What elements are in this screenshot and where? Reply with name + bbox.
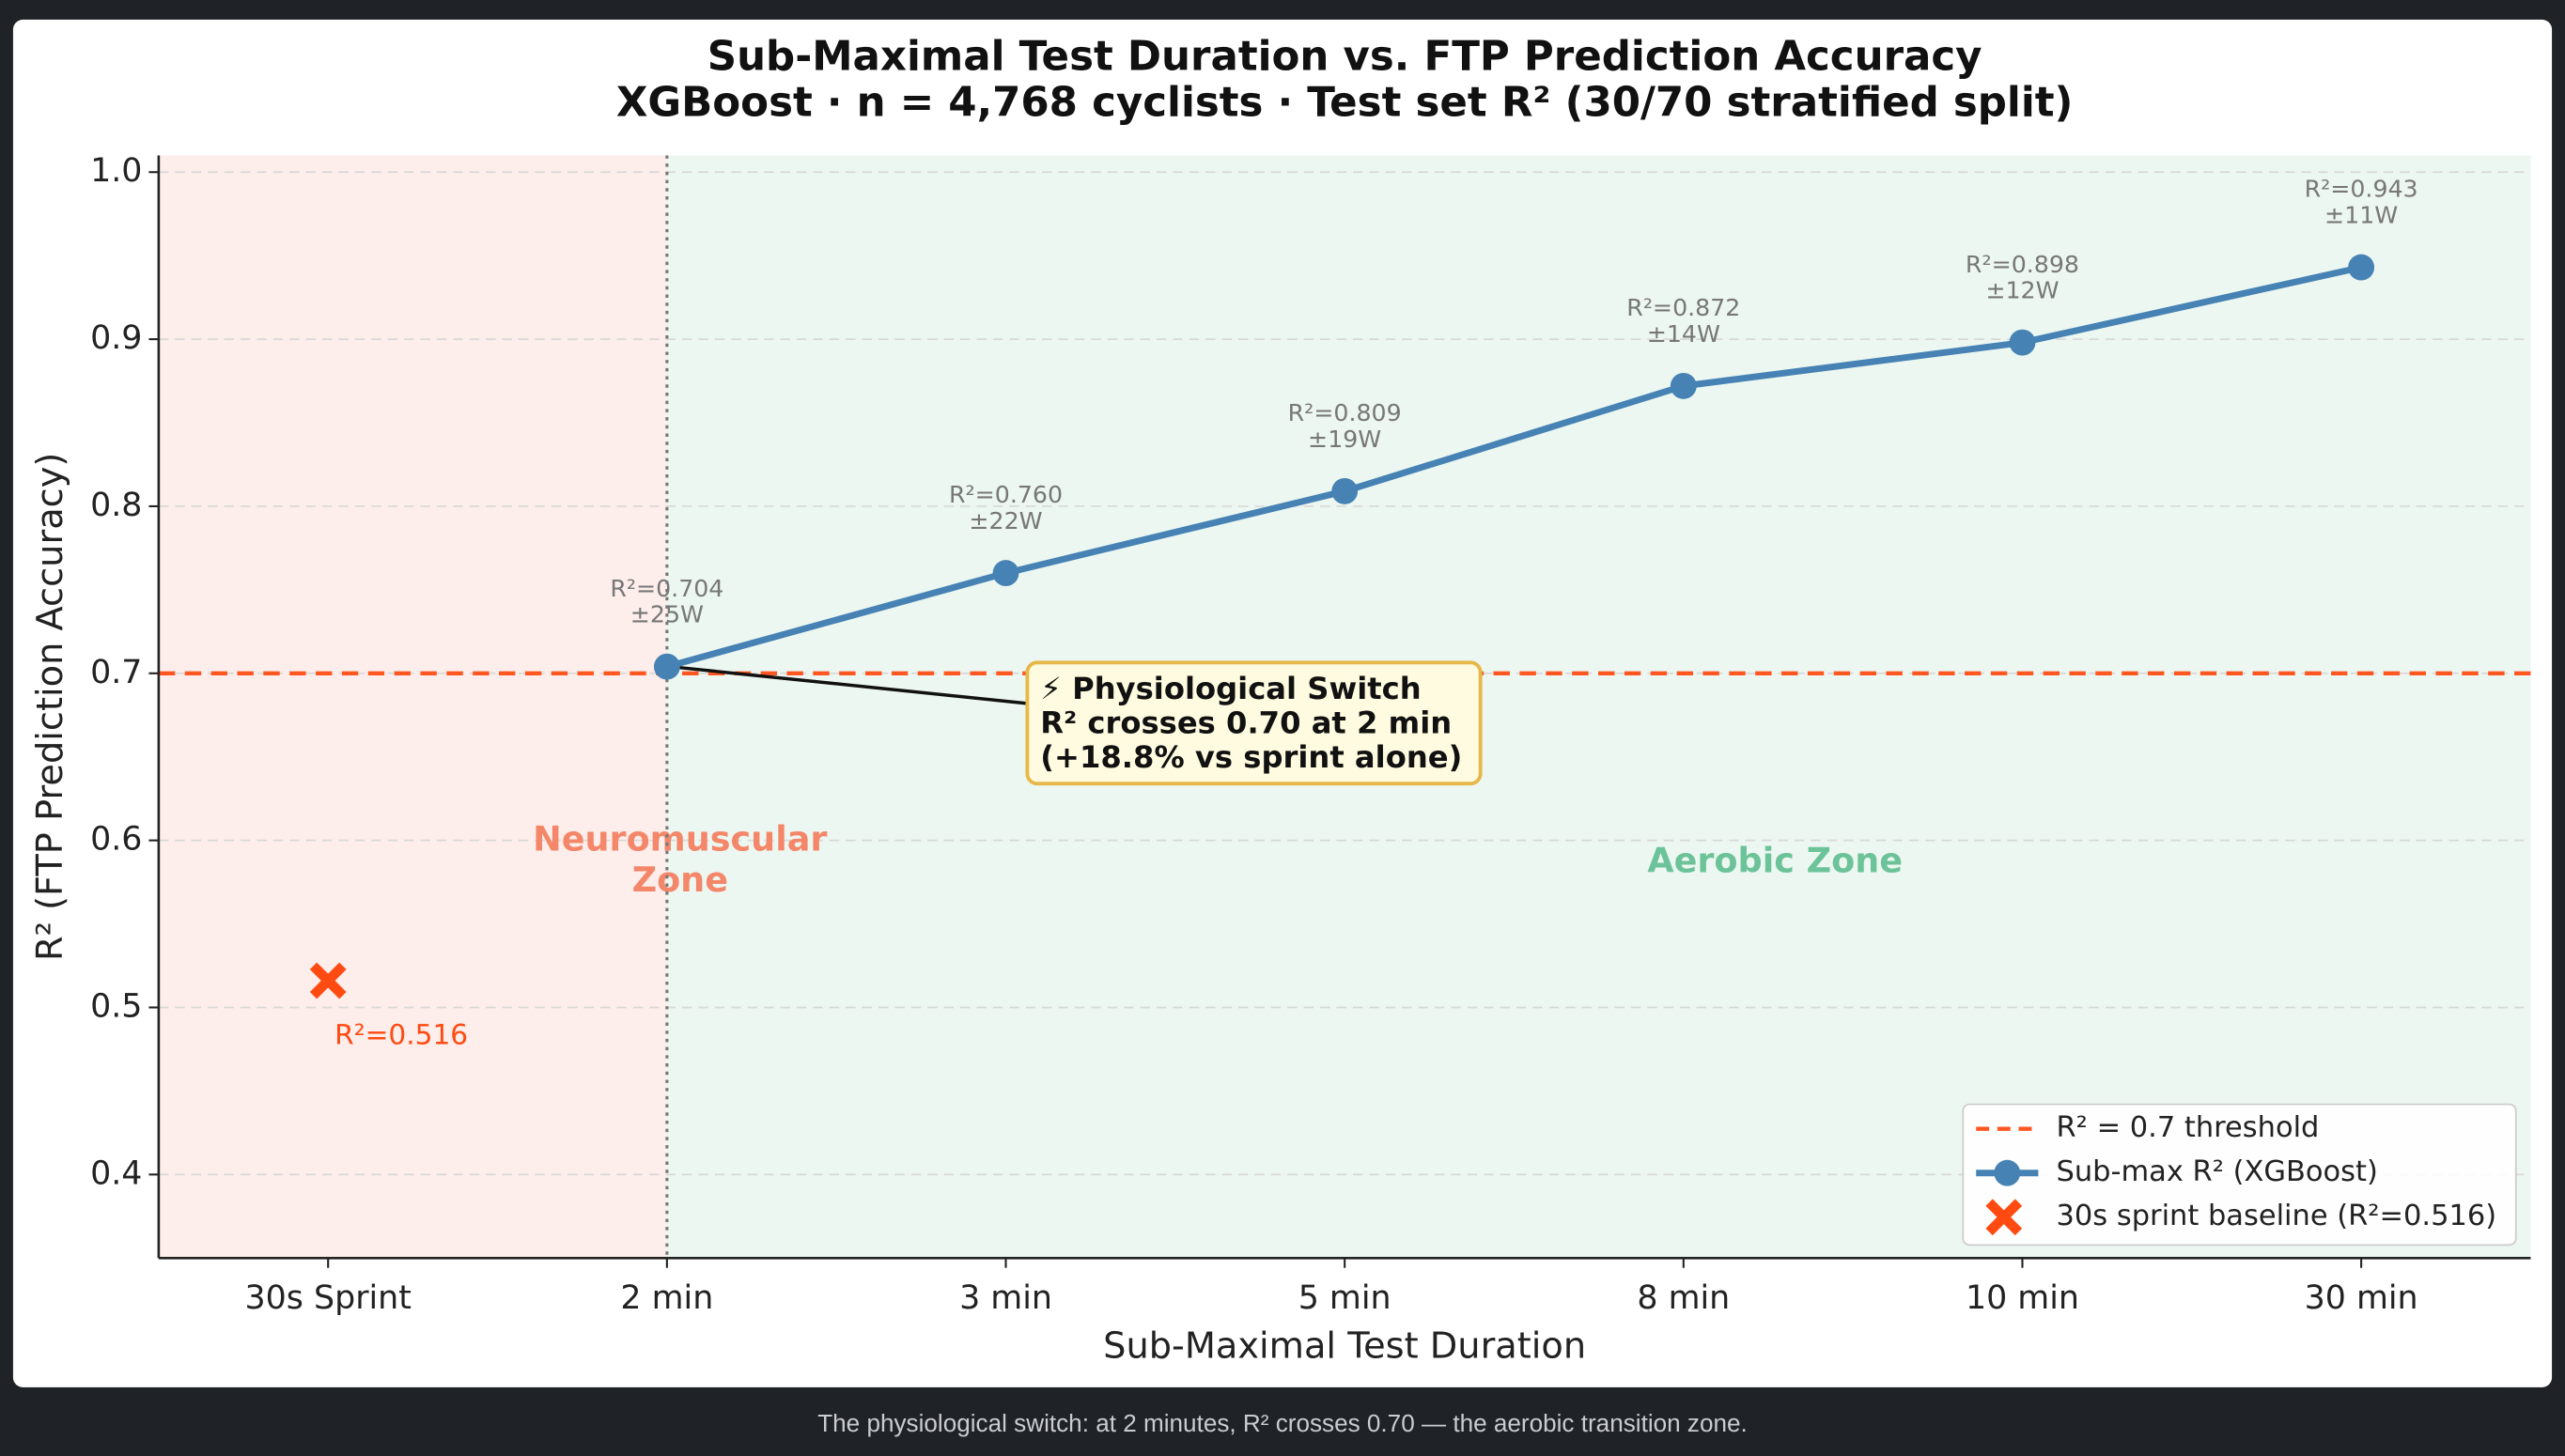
legend-label: Sub-max R² (XGBoost): [2057, 1155, 2378, 1188]
point: [992, 560, 1019, 587]
y-tick-label: 0.9: [90, 319, 142, 357]
x-tick-label: 30s Sprint: [245, 1279, 412, 1317]
chart-subtitle: XGBoost · n = 4,768 cyclists · Test set …: [616, 79, 2074, 126]
zone-bg: [158, 155, 667, 1259]
error-label: ±25W: [630, 601, 704, 628]
x-tick-label: 3 min: [959, 1279, 1052, 1317]
error-label: ±14W: [1647, 320, 1720, 348]
zone-bg: [666, 155, 2531, 1259]
annotation-text: R² crosses 0.70 at 2 min: [1040, 705, 1452, 741]
y-tick-label: 0.8: [90, 487, 142, 524]
series-line: [665, 264, 2362, 671]
point: [653, 653, 680, 680]
error-label: ±22W: [969, 507, 1042, 534]
legend-symbol: [1994, 1159, 2021, 1186]
x-tick-label: 30 min: [2305, 1279, 2418, 1317]
zone-label: Zone: [632, 860, 728, 900]
x-marker: [309, 962, 347, 999]
error-label: ±12W: [1985, 277, 2059, 304]
error-label: ±19W: [1308, 426, 1381, 453]
data-label: R²=0.943: [2305, 176, 2418, 203]
point: [1670, 372, 1697, 399]
zone-label: Neuromuscular: [533, 819, 827, 860]
y-axis-label: R² (FTP Prediction Accuracy): [29, 453, 71, 961]
annotation-box: [1025, 660, 1483, 786]
point: [2348, 254, 2375, 281]
x-tick-label: 5 min: [1298, 1279, 1391, 1317]
y-tick-label: 0.6: [90, 821, 142, 859]
point: [2009, 329, 2036, 356]
y-tick-label: 0.4: [90, 1154, 142, 1192]
data-label: R²=0.809: [1288, 399, 1402, 426]
y-tick-label: 0.7: [90, 654, 142, 691]
legend-label: R² = 0.7 threshold: [2057, 1111, 2320, 1144]
chart-title: Sub-Maximal Test Duration vs. FTP Predic…: [707, 34, 1982, 81]
error-label: ±11W: [2324, 202, 2398, 229]
annotation-text: (+18.8% vs sprint alone): [1040, 739, 1462, 775]
zone-label: Aerobic Zone: [1647, 840, 1903, 880]
legend-symbol: [1985, 1199, 2023, 1236]
data-label: R²=0.516: [334, 1019, 468, 1051]
legend-label: 30s sprint baseline (R²=0.516): [2057, 1200, 2497, 1232]
x-tick-label: 10 min: [1966, 1279, 2079, 1317]
point: [1331, 477, 1359, 504]
annotation-text: ⚡ Physiological Switch: [1040, 671, 1421, 706]
data-label: R²=0.898: [1966, 251, 2079, 278]
legend-box: [1962, 1103, 2517, 1247]
data-label: R²=0.760: [949, 481, 1063, 508]
x-tick-label: 8 min: [1637, 1279, 1730, 1317]
y-tick-label: 1.0: [90, 152, 142, 190]
annotation-arrow: [670, 664, 1028, 705]
x-axis-label: Sub-Maximal Test Duration: [1103, 1325, 1586, 1368]
x-tick-label: 2 min: [620, 1279, 713, 1317]
caption: The physiological switch: at 2 minutes, …: [817, 1409, 1748, 1437]
y-tick-label: 0.5: [90, 987, 142, 1025]
data-label: R²=0.872: [1626, 294, 1740, 321]
plot: 0.4 0.5 0.6 0.7 0.8 0.9 1.0 30s Sprint 2 min 3 mi…: [90, 152, 2531, 1317]
data-label: R²=0.704: [610, 575, 723, 602]
